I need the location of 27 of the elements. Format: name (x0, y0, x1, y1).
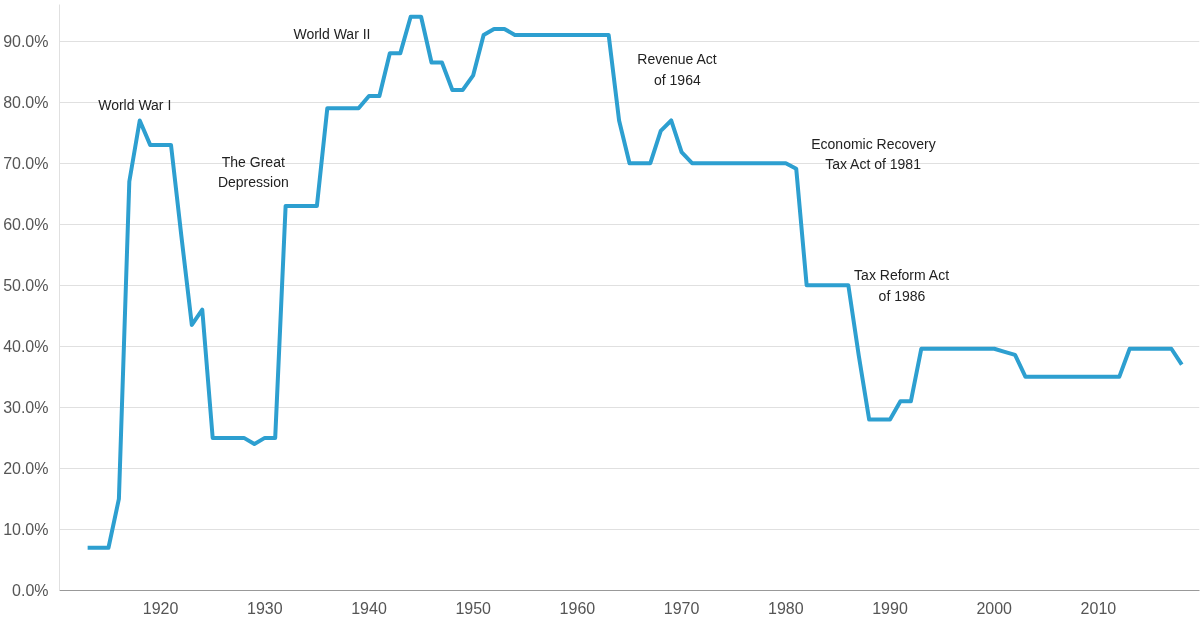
x-tick-label: 2000 (976, 599, 1013, 617)
annotation: Tax Reform Act of 1986 (854, 267, 950, 305)
y-tick-label: 80.0% (3, 93, 49, 111)
x-tick-label: 2010 (1080, 599, 1117, 617)
x-tick-label: 1920 (142, 599, 179, 617)
annotation: World War II (293, 26, 371, 43)
y-tick-label: 90.0% (3, 32, 49, 50)
x-tick-label: 1970 (663, 599, 700, 617)
y-tick-label: 20.0% (3, 459, 49, 477)
x-tick-label: 1960 (559, 599, 596, 617)
x-tick-label: 1980 (768, 599, 804, 617)
y-tick-label: 70.0% (3, 154, 49, 172)
x-tick-label: 1990 (872, 599, 908, 617)
y-tick-label: 0.0% (12, 582, 49, 599)
annotation: Revenue Act of 1964 (637, 51, 717, 88)
annotation: Economic Recovery Tax Act of 1981 (811, 135, 936, 173)
x-tick-label: 1950 (455, 599, 492, 617)
y-tick-label: 40.0% (3, 337, 49, 355)
annotation: World War I (98, 97, 172, 114)
x-tick-label: 1930 (246, 599, 283, 617)
line-series (85, 14, 1184, 550)
y-tick-label: 60.0% (3, 215, 49, 233)
y-tick-label: 30.0% (3, 398, 49, 416)
y-tick-label: 50.0% (3, 276, 49, 294)
annotation: The Great Depression (217, 153, 289, 191)
x-tick-label: 1940 (351, 599, 387, 617)
y-tick-label: 10.0% (3, 520, 49, 538)
